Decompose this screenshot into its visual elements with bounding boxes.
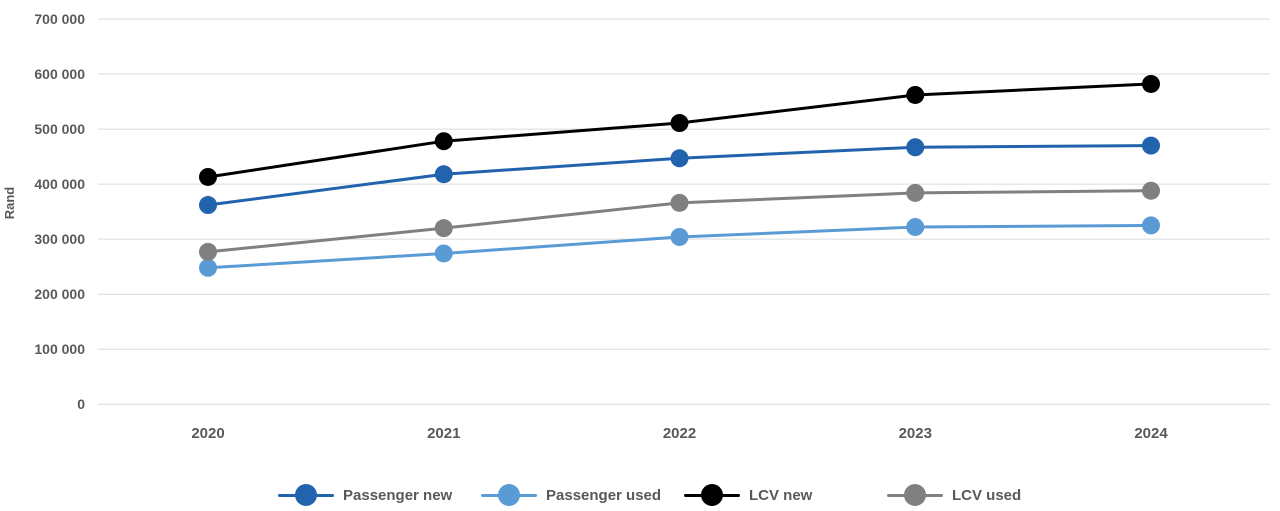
x-tick-label: 2023 <box>899 425 932 442</box>
x-tick-label: 2021 <box>427 425 460 442</box>
y-tick-label: 300 000 <box>34 231 85 247</box>
data-point-lcv-new-2022 <box>670 114 689 133</box>
data-point-passenger-new-2021 <box>434 165 453 184</box>
y-tick-label: 600 000 <box>34 66 85 82</box>
passenger-used-marker-icon <box>481 483 537 507</box>
legend-item-lcv-new[interactable]: LCV new <box>684 483 887 507</box>
x-tick-label: 2020 <box>191 425 224 442</box>
legend-item-lcv-used[interactable]: LCV used <box>887 483 1021 507</box>
data-point-passenger-used-2022 <box>670 227 689 246</box>
legend-item-passenger-used[interactable]: Passenger used <box>481 483 684 507</box>
legend-label: LCV used <box>952 486 1022 504</box>
plot-area: 0 100 000 200 000 300 000 400 000 500 000 600 … <box>2 11 1270 442</box>
data-point-lcv-used-2024 <box>1142 181 1160 200</box>
data-point-passenger-used-2020 <box>199 258 217 277</box>
legend-label: LCV new <box>749 486 813 504</box>
data-point-lcv-new-2023 <box>906 85 925 104</box>
y-tick-label: 700 000 <box>34 11 85 27</box>
y-tick-label: 200 000 <box>34 286 85 302</box>
lcv-new-marker-icon <box>684 483 740 507</box>
lcv-used-marker-icon <box>887 483 943 507</box>
y-axis-title: Rand <box>2 187 17 220</box>
legend-item-passenger-new[interactable]: Passenger new <box>278 483 481 507</box>
data-point-passenger-used-2021 <box>434 244 453 263</box>
data-point-passenger-new-2022 <box>670 149 689 168</box>
data-point-lcv-used-2023 <box>906 183 925 202</box>
data-point-lcv-new-2024 <box>1142 74 1160 93</box>
data-point-lcv-new-2020 <box>199 167 217 186</box>
legend: Passenger new Passenger used LCV new LCV… <box>278 480 1021 510</box>
data-point-passenger-new-2024 <box>1142 136 1160 155</box>
y-tick-label: 100 000 <box>34 341 85 357</box>
legend-label: Passenger used <box>546 486 662 504</box>
passenger-new-marker-icon <box>278 483 334 507</box>
data-point-lcv-used-2020 <box>199 242 217 261</box>
x-tick-label: 2022 <box>663 425 696 442</box>
data-point-lcv-new-2021 <box>434 132 453 151</box>
data-point-passenger-new-2023 <box>906 138 925 157</box>
y-tick-label: 0 <box>77 396 85 412</box>
y-tick-label: 500 000 <box>34 121 85 137</box>
data-point-passenger-new-2020 <box>199 196 217 215</box>
x-tick-label: 2024 <box>1134 425 1168 442</box>
y-tick-label: 400 000 <box>34 176 85 192</box>
data-point-lcv-used-2021 <box>434 219 453 238</box>
data-point-passenger-used-2023 <box>906 218 925 237</box>
data-point-lcv-used-2022 <box>670 193 689 212</box>
data-point-passenger-used-2024 <box>1142 216 1160 235</box>
legend-label: Passenger new <box>343 486 453 504</box>
